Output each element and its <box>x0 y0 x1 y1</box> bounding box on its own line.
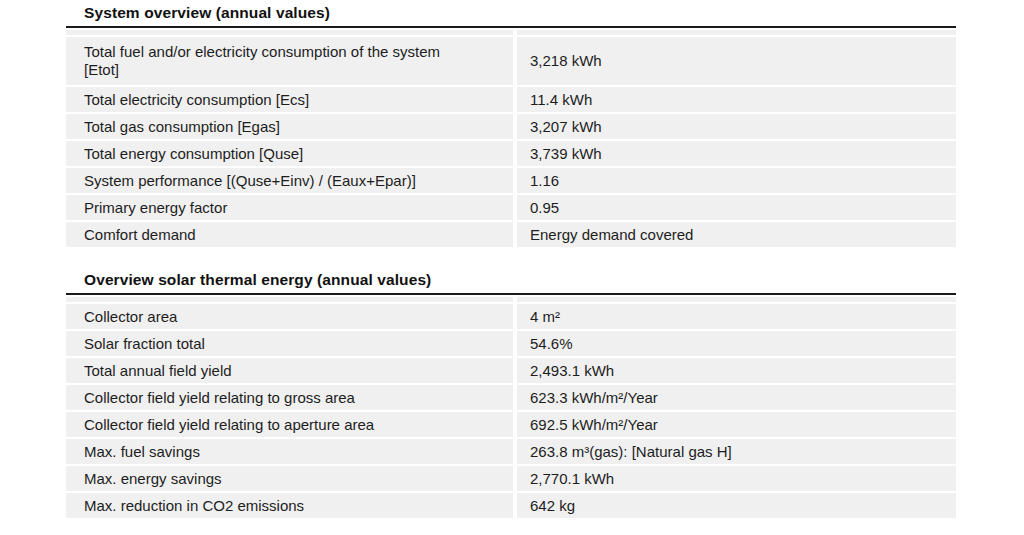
table-row: Max. reduction in CO2 emissions 642 kg <box>66 493 956 518</box>
table-row: Total energy consumption [Quse] 3,739 kW… <box>66 141 956 166</box>
row-value: 642 kg <box>517 493 956 518</box>
strip-value-cell <box>517 297 956 302</box>
row-label: Total gas consumption [Egas] <box>66 114 513 139</box>
table-row: Max. energy savings 2,770.1 kWh <box>66 466 956 491</box>
row-label: Total annual field yield <box>66 358 513 383</box>
table-row: Collector field yield relating to apertu… <box>66 412 956 437</box>
table-row: Collector area 4 m² <box>66 304 956 329</box>
table-row: Total gas consumption [Egas] 3,207 kWh <box>66 114 956 139</box>
row-label: Max. reduction in CO2 emissions <box>66 493 513 518</box>
table-row: Max. fuel savings 263.8 m³(gas): [Natura… <box>66 439 956 464</box>
row-value: 0.95 <box>517 195 956 220</box>
row-value: 3,207 kWh <box>517 114 956 139</box>
system-overview-table: Total fuel and/or electricity consumptio… <box>66 30 956 247</box>
row-value: 623.3 kWh/m²/Year <box>517 385 956 410</box>
row-value: 692.5 kWh/m²/Year <box>517 412 956 437</box>
row-label: Solar fraction total <box>66 331 513 356</box>
table-row: Total electricity consumption [Ecs] 11.4… <box>66 87 956 112</box>
row-value: 263.8 m³(gas): [Natural gas H] <box>517 439 956 464</box>
row-label: Collector field yield relating to apertu… <box>66 412 513 437</box>
strip-label-cell <box>66 297 513 302</box>
table-row: Collector field yield relating to gross … <box>66 385 956 410</box>
title-rule <box>66 26 956 28</box>
table-top-strip <box>66 30 956 35</box>
row-value: 3,218 kWh <box>517 37 956 85</box>
row-value: Energy demand covered <box>517 222 956 247</box>
report-page: System overview (annual values) Total fu… <box>66 4 956 520</box>
strip-label-cell <box>66 30 513 35</box>
table-row: Comfort demand Energy demand covered <box>66 222 956 247</box>
row-label: Comfort demand <box>66 222 513 247</box>
table-row: Solar fraction total 54.6% <box>66 331 956 356</box>
row-label: Primary energy factor <box>66 195 513 220</box>
solar-thermal-table: Collector area 4 m² Solar fraction total… <box>66 297 956 518</box>
row-value: 11.4 kWh <box>517 87 956 112</box>
row-label: Total energy consumption [Quse] <box>66 141 513 166</box>
row-value: 2,770.1 kWh <box>517 466 956 491</box>
section-solar-thermal: Overview solar thermal energy (annual va… <box>66 271 956 518</box>
strip-value-cell <box>517 30 956 35</box>
table-row: Primary energy factor 0.95 <box>66 195 956 220</box>
row-label: System performance [(Quse+Einv) / (Eaux+… <box>66 168 513 193</box>
section-system-overview: System overview (annual values) Total fu… <box>66 4 956 247</box>
table-row: Total annual field yield 2,493.1 kWh <box>66 358 956 383</box>
row-label: Total electricity consumption [Ecs] <box>66 87 513 112</box>
row-label: Total fuel and/or electricity consumptio… <box>66 37 513 85</box>
row-label: Max. fuel savings <box>66 439 513 464</box>
section-title-system-overview: System overview (annual values) <box>66 4 956 26</box>
row-value: 4 m² <box>517 304 956 329</box>
row-value: 1.16 <box>517 168 956 193</box>
table-row: System performance [(Quse+Einv) / (Eaux+… <box>66 168 956 193</box>
row-value: 2,493.1 kWh <box>517 358 956 383</box>
row-label: Collector field yield relating to gross … <box>66 385 513 410</box>
row-label: Max. energy savings <box>66 466 513 491</box>
row-label-text: Total fuel and/or electricity consumptio… <box>84 43 456 79</box>
row-label: Collector area <box>66 304 513 329</box>
table-top-strip <box>66 297 956 302</box>
table-row: Total fuel and/or electricity consumptio… <box>66 37 956 85</box>
section-title-solar-thermal: Overview solar thermal energy (annual va… <box>66 271 956 293</box>
title-rule <box>66 293 956 295</box>
row-value: 3,739 kWh <box>517 141 956 166</box>
row-value: 54.6% <box>517 331 956 356</box>
